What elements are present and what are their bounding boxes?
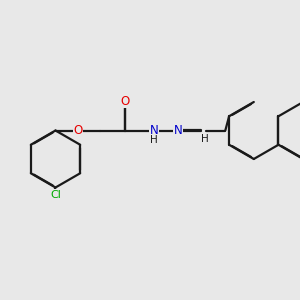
Text: H: H xyxy=(201,134,209,145)
Text: N: N xyxy=(174,124,183,137)
Text: O: O xyxy=(74,124,82,137)
Text: Cl: Cl xyxy=(50,190,61,200)
Text: H: H xyxy=(150,135,158,145)
Text: N: N xyxy=(150,124,159,137)
Text: O: O xyxy=(121,95,130,108)
